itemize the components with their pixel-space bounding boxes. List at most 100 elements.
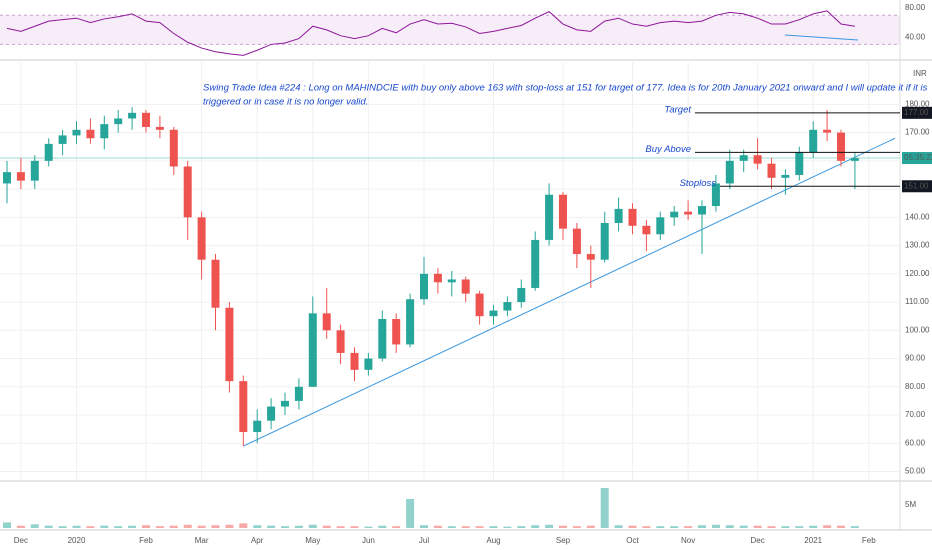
volume-bar	[86, 526, 95, 528]
candle-body	[114, 118, 123, 125]
volume-bar	[322, 525, 331, 528]
rsi-tick-label: 40.00	[905, 32, 926, 41]
volume-bar	[837, 525, 845, 528]
volume-bar	[781, 526, 790, 528]
rsi-trendline	[784, 34, 859, 41]
candle-body	[656, 217, 665, 235]
volume-bar	[698, 525, 706, 528]
level-label: Buy Above	[645, 144, 691, 155]
volume-bar	[559, 525, 567, 528]
volume-bar	[197, 525, 206, 528]
candle-body	[559, 194, 567, 229]
x-tick-label: Nov	[681, 536, 695, 545]
volume-bar	[711, 524, 720, 528]
candle-body	[406, 299, 415, 345]
y-tick-label: 90.00	[905, 354, 926, 363]
y-tick-label: 170.00	[905, 128, 930, 137]
candle-body	[753, 155, 762, 164]
x-tick-label: May	[305, 536, 320, 545]
volume-bar	[823, 525, 832, 528]
volume-bar	[795, 526, 804, 528]
volume-bar	[364, 526, 373, 528]
candle-body	[670, 211, 679, 218]
x-tick-label: Apr	[251, 536, 264, 545]
volume-bar	[753, 525, 762, 528]
x-tick-label: Jun	[362, 536, 375, 545]
x-tick-label: 2021	[804, 536, 822, 545]
volume-bar	[225, 524, 234, 528]
candle-body	[433, 273, 442, 283]
annotation: Swing Trade Idea #224 : Long on MAHINDCI…	[203, 83, 928, 94]
y-tick-label: 50.00	[905, 467, 926, 476]
candle-body	[572, 228, 581, 255]
volume-bar	[600, 487, 609, 528]
volume-bar	[336, 526, 345, 528]
x-tick-label: Dec	[750, 536, 764, 545]
level-price-label: 177.00	[904, 108, 929, 117]
volume-bar	[142, 525, 150, 528]
candle-body	[364, 358, 373, 370]
y-tick-label: 60.00	[905, 438, 926, 447]
candle-body	[489, 310, 498, 317]
candle-body	[142, 112, 150, 127]
volume-bar	[517, 526, 526, 528]
candle-body	[531, 239, 540, 288]
x-tick-label: Feb	[139, 536, 153, 545]
volume-bar	[100, 525, 109, 528]
y-tick-label: 100.00	[905, 325, 930, 334]
volume-bar	[670, 526, 679, 528]
y-tick-label: 130.00	[905, 241, 930, 250]
candle-body	[183, 166, 192, 218]
volume-bar	[72, 525, 81, 528]
candle-body	[725, 160, 734, 184]
annotation: triggered or in case it is no longer val…	[203, 97, 368, 108]
volume-tick-label: 5M	[905, 500, 916, 509]
x-tick-label: Dec	[14, 536, 28, 545]
volume-bar	[447, 526, 456, 528]
volume-bar	[642, 526, 651, 528]
candle-body	[517, 287, 526, 303]
y-tick-label: 70.00	[905, 410, 926, 419]
candle-body	[447, 279, 456, 283]
rsi-band	[0, 15, 900, 45]
volume-bar	[253, 525, 262, 528]
volume-bar	[294, 525, 303, 528]
trendline	[243, 137, 896, 447]
candle-body	[698, 206, 706, 215]
x-tick-label: Mar	[195, 536, 209, 545]
candle-body	[169, 129, 178, 167]
candle-body	[128, 112, 137, 119]
candle-body	[586, 254, 595, 260]
volume-bar	[475, 526, 484, 528]
candle-body	[44, 143, 53, 161]
volume-bar	[684, 526, 693, 528]
volume-bar	[809, 525, 818, 528]
candle-body	[475, 293, 484, 317]
volume-bar	[531, 525, 540, 528]
volume-bar	[545, 524, 554, 528]
volume-bar	[767, 526, 776, 528]
rsi-tick-label: 80.00	[905, 3, 926, 12]
volume-bar	[3, 522, 11, 528]
volume-bar	[30, 524, 39, 528]
volume-bar	[239, 523, 248, 528]
candle-body	[336, 330, 345, 353]
volume-bar	[155, 526, 164, 528]
level-label: Stoploss	[680, 178, 717, 189]
candle-body	[850, 158, 859, 161]
y-tick-label: 140.00	[905, 212, 930, 221]
candle-body	[72, 129, 81, 136]
level-price-label: 151.00	[904, 181, 929, 190]
volume-bar	[183, 524, 192, 528]
volume-bar	[16, 525, 25, 528]
rsi-line	[6, 10, 855, 56]
volume-bar	[58, 526, 67, 528]
candle-body	[267, 406, 276, 421]
volume-bar	[503, 526, 512, 528]
countdown-label: 05:35:22	[904, 153, 932, 162]
level-price-box	[902, 180, 932, 193]
candle-body	[281, 400, 289, 407]
candle-body	[781, 174, 790, 178]
